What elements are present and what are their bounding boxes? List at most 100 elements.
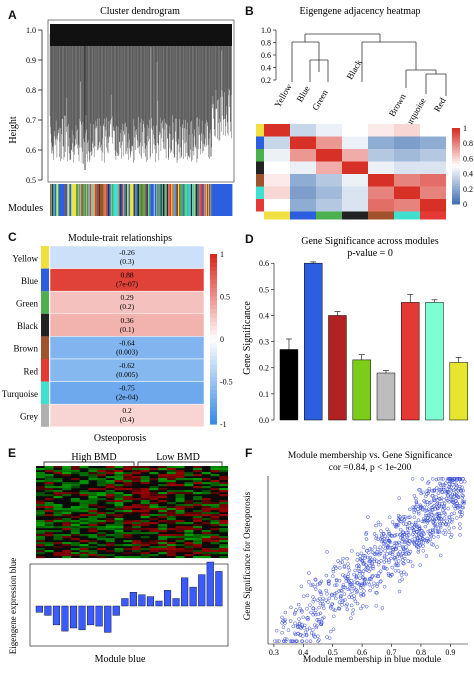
e-heat-cell	[140, 508, 150, 511]
f-point	[301, 615, 305, 620]
e-heat-cell	[166, 490, 176, 493]
e-heat-cell	[79, 520, 89, 523]
e-heat-cell	[219, 556, 229, 559]
e-heat-cell	[175, 536, 185, 539]
c-scale-step	[210, 356, 217, 361]
e-heat-cell	[114, 528, 124, 531]
e-heat-cell	[62, 472, 72, 475]
e-heat-cell	[62, 522, 72, 525]
e-heat-cell	[193, 546, 202, 549]
e-heat-cell	[70, 470, 80, 473]
e-eigengene-bar	[61, 605, 69, 632]
f-point	[443, 512, 448, 516]
e-heat-cell	[201, 550, 211, 553]
e-heat-cell	[114, 474, 124, 477]
c-scale-label: -0.5	[220, 378, 233, 387]
panel-label-b: B	[245, 4, 254, 18]
f-point	[304, 633, 309, 638]
f-point	[313, 635, 317, 639]
a-module-stripe	[56, 184, 58, 216]
f-point	[422, 499, 426, 503]
panel-label-e: E	[8, 446, 17, 460]
a-module-stripe	[54, 184, 56, 216]
b-scale-step	[452, 130, 460, 134]
f-point	[434, 495, 439, 499]
f-point	[395, 541, 399, 546]
e-heat-cell	[219, 548, 229, 551]
e-heat-cell	[140, 492, 150, 495]
e-heat-cell	[193, 552, 202, 555]
f-point	[311, 595, 315, 599]
e-heat-cell	[175, 510, 185, 513]
f-point	[437, 487, 441, 492]
e-heat-cell	[201, 530, 211, 533]
f-point	[344, 579, 349, 583]
e-heat-cell	[53, 486, 63, 489]
f-point	[421, 544, 425, 548]
e-heat-cell	[149, 478, 159, 481]
f-point	[354, 576, 358, 580]
f-point	[457, 487, 461, 491]
b-col-color	[316, 211, 342, 220]
e-heat-cell	[184, 492, 194, 495]
e-heat-cell	[184, 502, 194, 505]
e-heat-cell	[105, 550, 115, 553]
e-heat-cell	[114, 496, 124, 499]
f-point	[281, 619, 285, 623]
c-row-label-red: Red	[24, 366, 39, 376]
c-row-label-brown: Brown	[14, 344, 39, 354]
b-heat-cell	[342, 124, 368, 137]
e-heat-cell	[219, 540, 229, 543]
f-point	[342, 565, 347, 569]
f-xtick-label: 0.9	[445, 648, 455, 657]
f-point	[379, 529, 383, 533]
e-heat-cell	[140, 494, 150, 497]
f-point	[418, 563, 422, 567]
e-heat-cell	[149, 486, 159, 489]
f-point	[381, 565, 386, 569]
f-point	[352, 586, 357, 590]
b-heat-cell	[290, 186, 316, 199]
e-heat-cell	[219, 552, 229, 555]
f-point	[329, 593, 334, 598]
f-point	[361, 562, 366, 566]
e-heat-cell	[210, 528, 220, 531]
f-point	[321, 602, 325, 606]
f-point	[314, 625, 319, 630]
a-module-stripe	[86, 184, 88, 216]
f-point	[340, 603, 344, 607]
e-heat-cell	[210, 466, 220, 469]
e-heat-cell	[210, 506, 220, 509]
a-module-stripe	[109, 184, 111, 216]
a-module-stripe	[93, 184, 95, 216]
f-point	[338, 566, 342, 570]
e-heat-cell	[219, 550, 229, 553]
e-heat-cell	[70, 526, 80, 529]
f-point	[461, 500, 466, 505]
f-point	[408, 559, 413, 564]
b-scale-step	[452, 148, 460, 152]
e-heat-cell	[175, 472, 185, 475]
e-heat-cell	[123, 528, 133, 531]
e-heat-cell	[201, 500, 211, 503]
e-heat-cell	[210, 522, 220, 525]
f-point	[458, 514, 463, 519]
f-point	[402, 551, 407, 556]
f-point	[397, 543, 402, 548]
e-heat-cell	[70, 508, 80, 511]
f-point	[345, 602, 349, 607]
d-ytick-label: 0.0	[259, 416, 269, 425]
e-heat-cell	[36, 542, 45, 545]
e-heat-cell	[184, 528, 194, 531]
e-heat-cell	[132, 466, 141, 469]
f-point	[395, 532, 399, 537]
e-heat-cell	[184, 530, 194, 533]
f-point	[368, 563, 372, 568]
f-point	[355, 558, 360, 562]
e-heat-cell	[36, 538, 45, 541]
a-module-stripe	[80, 184, 82, 216]
f-point	[350, 582, 354, 587]
e-heat-cell	[44, 474, 54, 477]
e-heat-cell	[36, 532, 45, 535]
f-point	[304, 639, 309, 643]
